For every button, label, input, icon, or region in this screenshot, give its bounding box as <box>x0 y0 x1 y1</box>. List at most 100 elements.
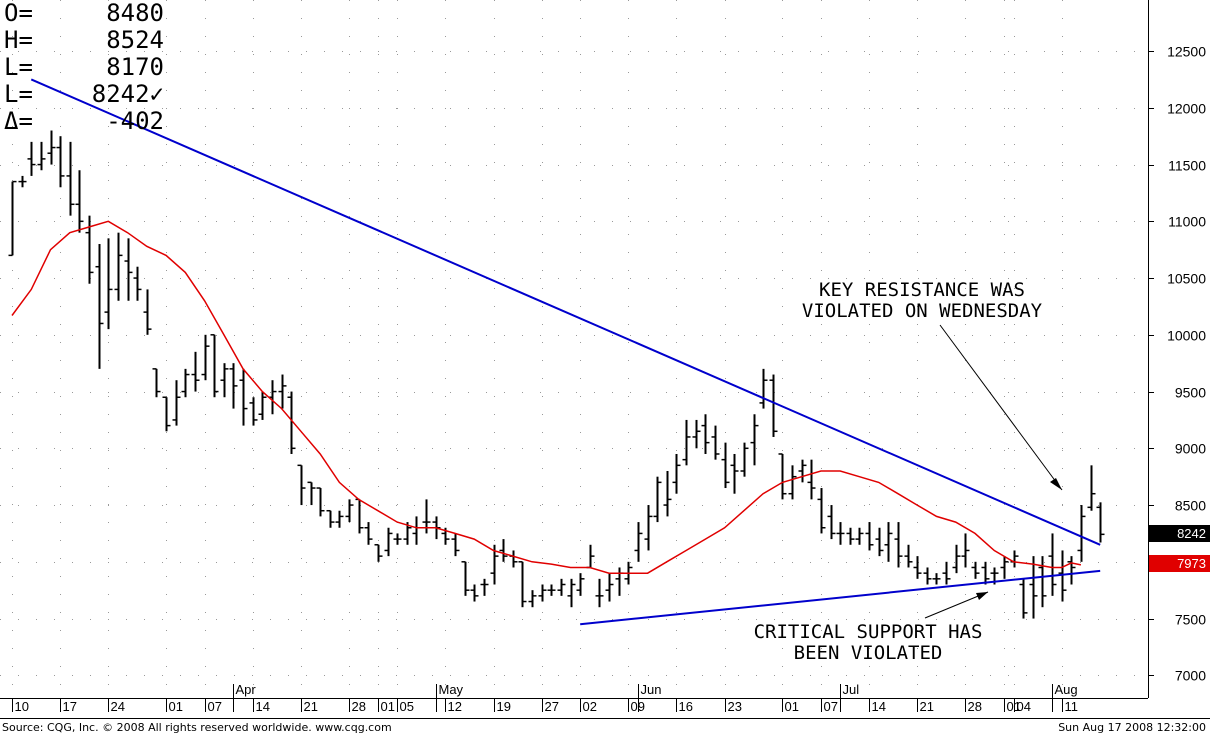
ohlc-bar <box>1087 465 1096 511</box>
ohlc-value: 8242✓ <box>91 80 164 108</box>
ohlc-bar <box>740 442 749 477</box>
ohlc-bar <box>162 396 171 432</box>
price-tick-label: 10500 <box>1167 271 1206 287</box>
date-tick-label: 14 <box>872 699 886 714</box>
price-tick-label: 12000 <box>1167 101 1206 117</box>
ohlc-bar <box>124 238 133 301</box>
price-tick-label: 9000 <box>1175 441 1206 457</box>
ohlc-bar <box>1000 556 1009 579</box>
date-tick-label: 28 <box>968 699 982 714</box>
ohlc-bar <box>258 391 267 420</box>
ohlc-bar <box>249 397 258 426</box>
ohlc-bar <box>114 232 123 301</box>
resistance-annotation-line2: VIOLATED ON WEDNESDAY <box>801 300 1043 322</box>
ohlc-bar <box>942 561 951 585</box>
date-tick-label: 01 <box>785 699 799 714</box>
ohlc-value: -402 <box>106 107 164 135</box>
month-label: Jul <box>843 682 860 697</box>
ohlc-bar <box>605 573 614 602</box>
ohlc-value: 8524 <box>106 26 164 54</box>
resistance-annotation: KEY RESISTANCE WAS VIOLATED ON WEDNESDAY <box>772 280 1072 322</box>
month-labels: Apr May Jun Jul Aug <box>233 682 1078 712</box>
ohlc-bar <box>1058 550 1067 602</box>
ohlc-bar <box>172 380 181 426</box>
date-tick-label: 01 <box>169 699 183 714</box>
ohlc-bar <box>470 584 479 602</box>
ohlc-bar <box>884 522 893 562</box>
date-tick-label: 02 <box>583 699 597 714</box>
ohlc-bar <box>229 363 238 409</box>
ohlc-bar <box>875 527 884 557</box>
ohlc-row-high: H= 8524 <box>4 27 164 54</box>
ohlc-bar <box>1048 533 1057 596</box>
date-tick-label: 17 <box>63 699 77 714</box>
ohlc-bar <box>769 374 778 437</box>
ohlc-bar <box>971 561 980 579</box>
ohlc-bar <box>634 522 643 562</box>
ohlc-bar <box>75 170 84 233</box>
ohlc-bar <box>528 590 537 608</box>
ohlc-bar <box>682 419 691 466</box>
ohlc-label: H= <box>4 26 33 54</box>
price-tick-label: 10000 <box>1167 328 1206 344</box>
footer: Source: CQG, Inc. © 2008 All rights rese… <box>0 718 1210 736</box>
date-tick-label: 24 <box>111 699 125 714</box>
date-tick-label: 12 <box>448 699 462 714</box>
date-axis-ticks: 10 17 24 01 07 14 21 28 01 05 12 19 27 02 09 16 23 01 07 14… <box>12 698 1078 714</box>
moving-average-line <box>11 220 1082 574</box>
resistance-arrow <box>939 324 1063 491</box>
date-tick-label: 01 <box>1007 699 1021 714</box>
resistance-trendline <box>30 78 1101 546</box>
date-tick-label: 10 <box>15 699 29 714</box>
ohlc-bar <box>721 442 730 489</box>
ohlc-bar <box>335 510 344 528</box>
ohlc-bar <box>557 578 566 596</box>
ohlc-bar <box>595 578 604 608</box>
month-label: Aug <box>1055 682 1078 697</box>
ohlc-bar <box>8 180 17 257</box>
ohlc-bar <box>663 471 672 517</box>
ohlc-bar <box>239 368 248 426</box>
ohlc-bar <box>672 453 681 494</box>
ohlc-bar <box>817 488 826 534</box>
footer-timestamp: Sun Aug 17 2008 12:32:00 <box>1058 721 1206 734</box>
ohlc-row-last: L= 8242✓ <box>4 81 164 108</box>
date-tick-label: 23 <box>728 699 742 714</box>
month-label: Apr <box>236 682 257 697</box>
ohlc-bar <box>894 522 903 568</box>
ohlc-bar <box>393 533 402 545</box>
ohlc-bar <box>711 425 720 460</box>
ohlc-bar <box>1029 556 1038 619</box>
price-tick-label: 9500 <box>1175 385 1206 401</box>
ohlc-bar <box>345 499 354 523</box>
ohlc-bar <box>778 453 787 500</box>
date-tick-label: 19 <box>497 699 511 714</box>
ohlc-bar <box>952 544 961 574</box>
ohlc-bar <box>865 522 874 551</box>
ohlc-bar <box>798 459 807 483</box>
ohlc-bar <box>18 175 27 188</box>
ohlc-bar <box>981 561 990 585</box>
ohlc-bar <box>1077 505 1086 562</box>
ohlc-bar <box>287 391 296 454</box>
month-label: Jun <box>641 682 662 697</box>
ohlc-bar <box>759 368 768 409</box>
ohlc-bar <box>827 505 836 540</box>
date-tick-label: 05 <box>400 699 414 714</box>
ohlc-bar <box>297 464 306 506</box>
date-tick-label: 04 <box>1017 699 1031 714</box>
price-tick-label: 11500 <box>1168 158 1206 174</box>
ohlc-bar <box>855 527 864 545</box>
ohlc-bar <box>181 368 190 398</box>
ohlc-bar <box>904 544 913 568</box>
price-axis-ticks: 7000750080008500900095001000010500110001… <box>1148 44 1206 684</box>
last-price-tag-box <box>1149 525 1210 542</box>
ohlc-bar <box>518 561 527 608</box>
ohlc-bar <box>701 414 710 454</box>
ohlc-bar <box>27 141 36 176</box>
ohlc-bar <box>133 266 142 301</box>
support-arrowhead <box>976 592 988 600</box>
support-annotation-line1: CRITICAL SUPPORT HAS <box>753 621 983 643</box>
price-tick-label: 7000 <box>1175 668 1206 684</box>
ohlc-bar <box>1096 502 1105 543</box>
